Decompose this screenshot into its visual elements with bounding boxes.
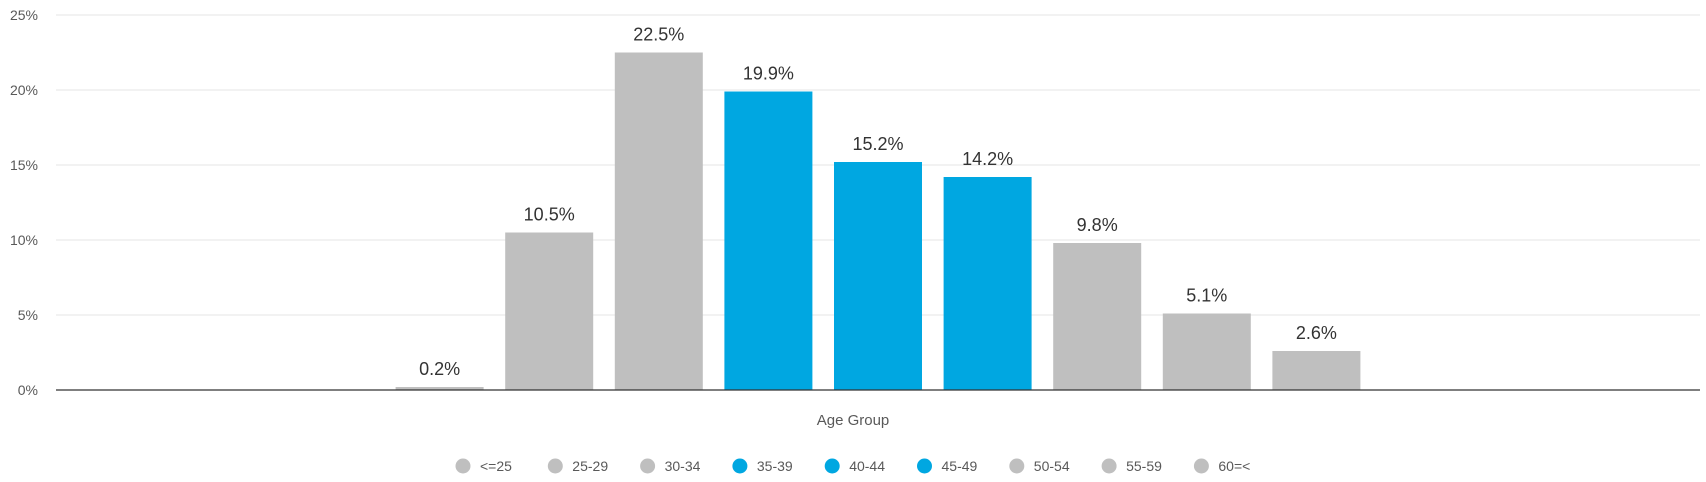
bar <box>1162 313 1251 390</box>
legend-marker <box>1101 458 1117 474</box>
bar-value-label: 5.1% <box>1186 286 1227 306</box>
bars <box>395 52 1361 390</box>
legend-item[interactable]: 50-54 <box>1009 458 1070 474</box>
legend-label: 25-29 <box>572 458 608 474</box>
legend-item[interactable]: 55-59 <box>1101 458 1163 474</box>
y-tick-label: 0% <box>18 382 38 398</box>
legend-label: 45-49 <box>942 458 978 474</box>
bar-value-label: 19.9% <box>743 64 794 84</box>
legend-label: 50-54 <box>1034 458 1070 474</box>
y-axis-ticks: 0% 5% 10% 15% 20% 25% <box>10 7 38 398</box>
legend-label: 40-44 <box>849 458 885 474</box>
bar <box>834 162 922 390</box>
bar-value-label: 9.8% <box>1077 215 1118 235</box>
legend-label: 60=< <box>1218 458 1250 474</box>
legend: <=25 25-29 30-34 35-39 40-44 45-49 50-54 55-59 6… <box>455 458 1250 474</box>
legend-marker <box>455 458 471 474</box>
legend-marker <box>917 458 932 474</box>
legend-label: 30-34 <box>665 458 701 474</box>
bar-value-label: 14.2% <box>962 149 1013 169</box>
legend-label: 55-59 <box>1126 458 1162 474</box>
y-tick-label: 5% <box>18 307 38 323</box>
bar <box>1272 351 1361 390</box>
legend-marker <box>1009 458 1025 474</box>
legend-marker <box>824 458 840 474</box>
x-axis-label: Age Group <box>817 412 890 429</box>
legend-item[interactable]: 45-49 <box>917 458 978 474</box>
bar <box>1053 243 1142 390</box>
bar-value-label: 15.2% <box>852 134 903 154</box>
legend-label: <=25 <box>480 458 512 474</box>
bar-value-label: 0.2% <box>419 359 460 379</box>
bar-value-label: 2.6% <box>1296 323 1337 343</box>
bar-value-label: 22.5% <box>633 25 684 45</box>
bar-value-label: 10.5% <box>524 205 575 225</box>
bar <box>943 177 1032 390</box>
y-tick-label: 25% <box>10 7 38 23</box>
legend-marker <box>732 458 748 474</box>
y-tick-label: 10% <box>10 232 38 248</box>
legend-marker <box>640 458 656 474</box>
bar <box>395 387 484 390</box>
legend-item[interactable]: 60=< <box>1193 458 1250 474</box>
data-labels: 0.2% 10.5% 22.5% 19.9% 15.2% 14.2% 9.8% 5.1% 2.6… <box>419 25 1337 380</box>
legend-item[interactable]: 35-39 <box>732 458 793 474</box>
bar <box>505 232 594 390</box>
legend-marker <box>547 458 563 474</box>
legend-item[interactable]: 30-34 <box>640 458 701 474</box>
y-tick-label: 15% <box>10 157 38 173</box>
legend-label: 35-39 <box>757 458 793 474</box>
y-tick-label: 20% <box>10 82 38 98</box>
legend-item[interactable]: <=25 <box>455 458 513 474</box>
legend-item[interactable]: 25-29 <box>547 458 609 474</box>
bar <box>614 52 703 390</box>
bar <box>724 91 813 390</box>
legend-item[interactable]: 40-44 <box>824 458 886 474</box>
legend-marker <box>1193 458 1209 474</box>
